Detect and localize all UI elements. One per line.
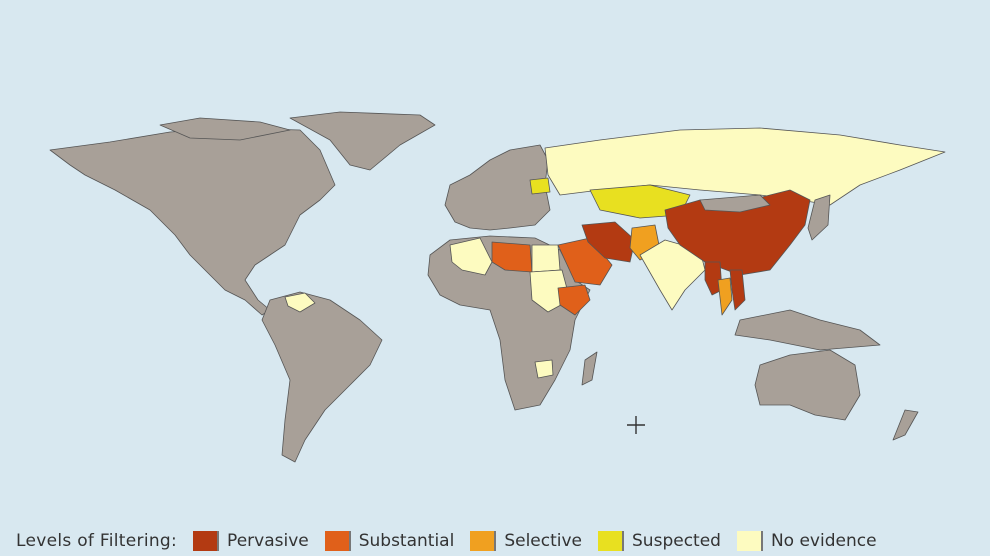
legend-swatch-suspected — [598, 531, 625, 551]
egypt[interactable] — [531, 244, 561, 273]
south-america[interactable] — [261, 291, 383, 463]
legend: Levels of Filtering: Pervasive Substanti… — [16, 531, 877, 551]
venezuela[interactable] — [284, 292, 316, 313]
crosshair-cursor-icon — [627, 416, 645, 434]
legend-title: Levels of Filtering: — [16, 531, 178, 551]
libya[interactable] — [491, 241, 533, 273]
belarus[interactable] — [529, 177, 551, 195]
world-map[interactable] — [0, 0, 990, 530]
north-america[interactable] — [49, 127, 336, 316]
arctic-islands[interactable] — [159, 117, 291, 141]
greenland[interactable] — [289, 111, 436, 171]
legend-swatch-no-evidence — [736, 531, 763, 551]
legend-swatch-pervasive — [193, 531, 220, 551]
legend-label-pervasive: Pervasive — [227, 531, 309, 551]
australia[interactable] — [754, 349, 861, 421]
madagascar[interactable] — [581, 351, 598, 386]
myanmar[interactable] — [704, 261, 723, 296]
legend-swatch-substantial — [324, 531, 351, 551]
algeria[interactable] — [449, 237, 493, 276]
legend-swatch-selective — [470, 531, 497, 551]
southeast-asia-islands[interactable] — [734, 309, 881, 351]
mongolia[interactable] — [699, 194, 771, 213]
legend-label-suspected: Suspected — [632, 531, 721, 551]
zimbabwe[interactable] — [534, 359, 554, 379]
iran[interactable] — [581, 221, 636, 263]
ethiopia[interactable] — [557, 284, 591, 316]
japan[interactable] — [807, 194, 831, 241]
new-zealand[interactable] — [892, 409, 919, 441]
india[interactable] — [639, 239, 706, 311]
legend-label-selective: Selective — [504, 531, 583, 551]
legend-label-no-evidence: No evidence — [770, 531, 877, 551]
vietnam[interactable] — [729, 269, 746, 311]
legend-label-substantial: Substantial — [358, 531, 455, 551]
thailand[interactable] — [717, 277, 733, 316]
